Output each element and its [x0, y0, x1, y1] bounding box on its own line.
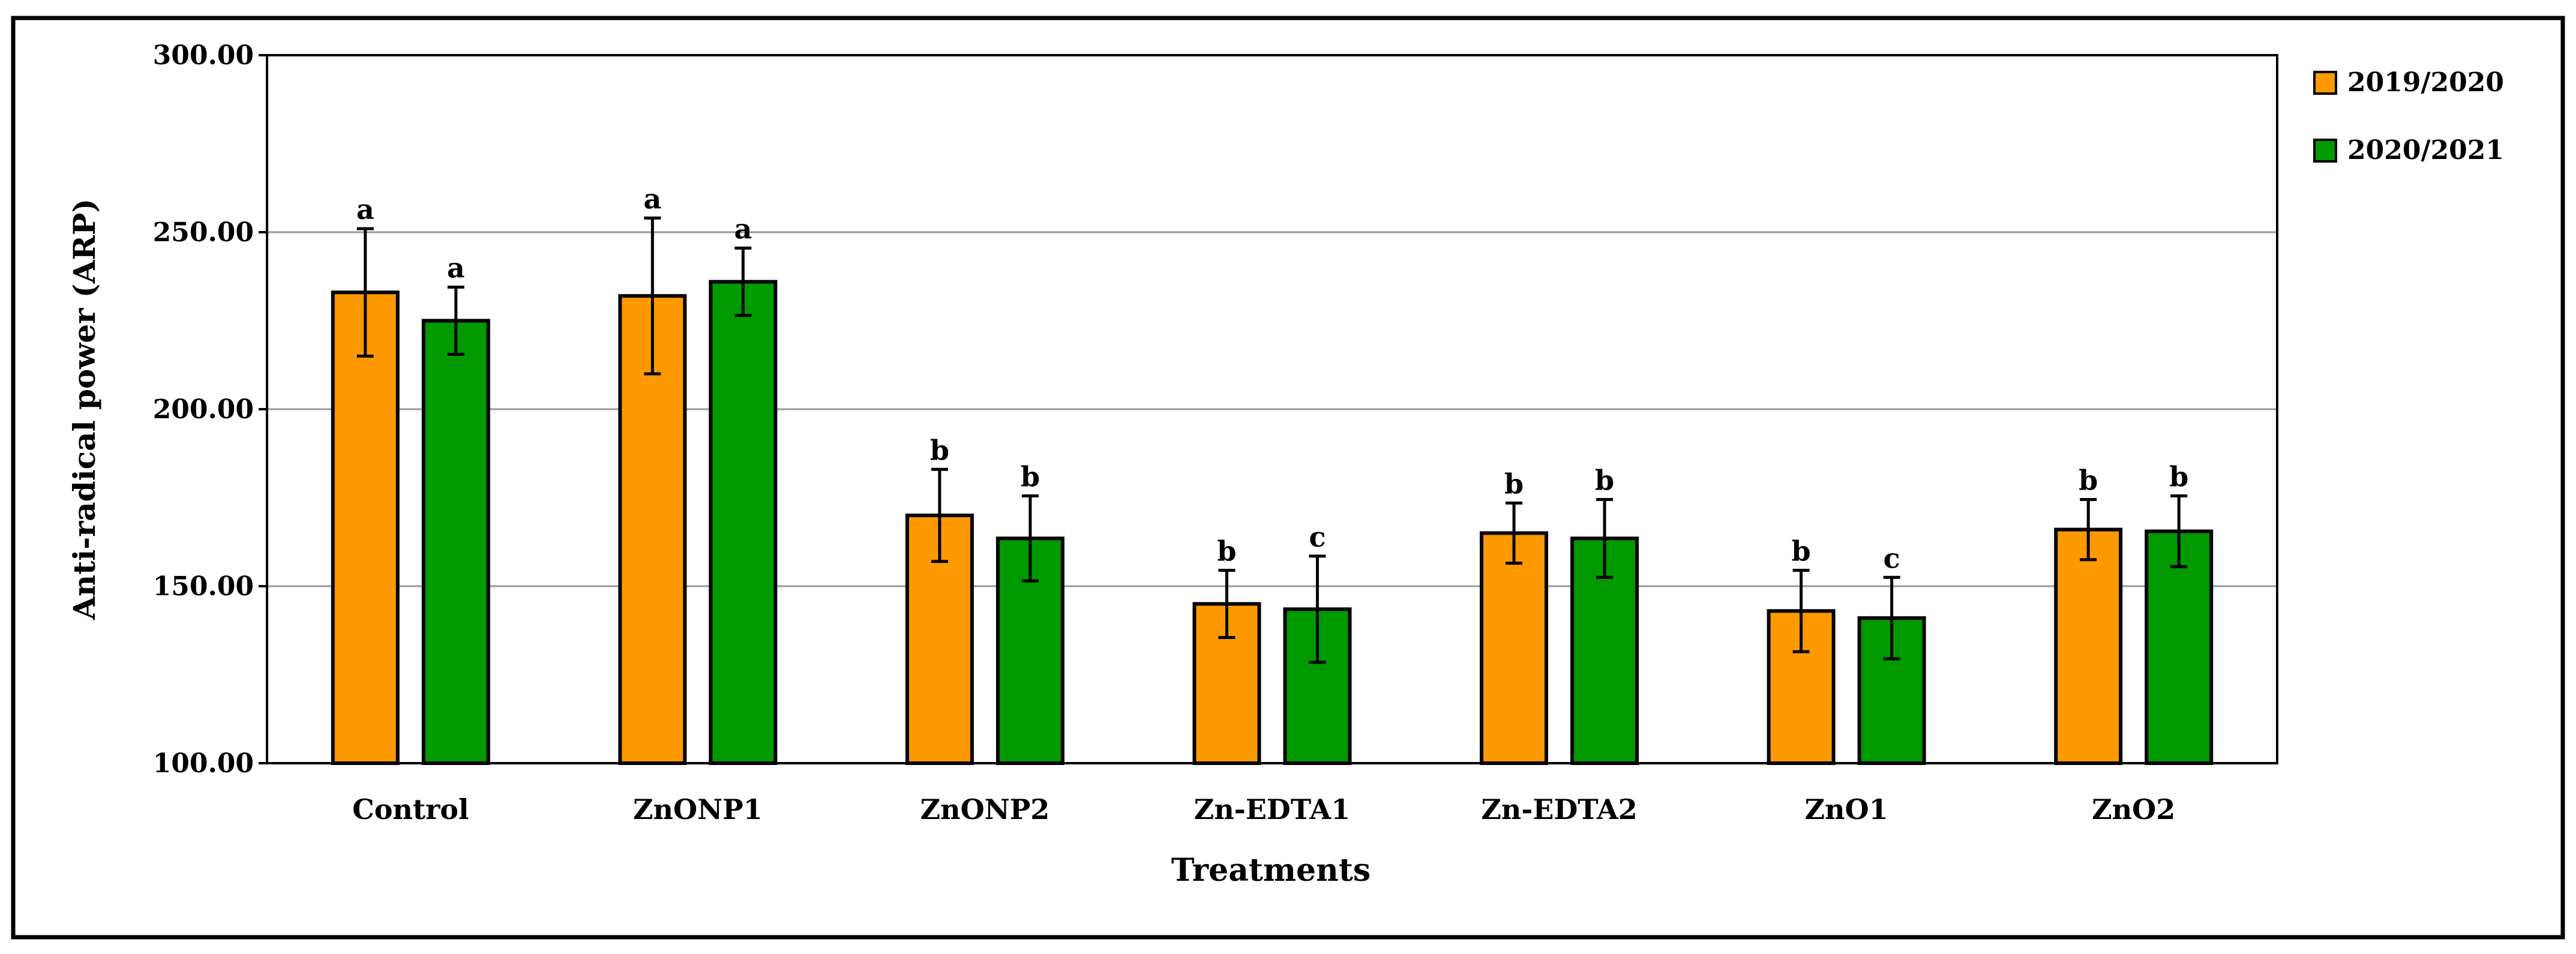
gridlines: [259, 54, 2277, 764]
significance-letter: a: [356, 193, 374, 226]
significance-letter: b: [2079, 464, 2098, 496]
plot-area: [266, 54, 2278, 764]
bars: a a a a b b b c b b b c b b: [331, 182, 2214, 766]
y-tick-label: 100.00: [153, 748, 254, 779]
significance-letter: b: [1021, 461, 1040, 493]
significance-letter: b: [930, 434, 949, 466]
x-category-label: ZnO1: [1805, 793, 1888, 826]
y-axis-ticks: 100.00 150.00 200.00 250.00 300.00: [153, 40, 254, 779]
x-category-label: ZnONP2: [920, 793, 1050, 826]
significance-letter: a: [447, 251, 465, 284]
significance-letter: a: [643, 182, 661, 215]
x-category-label: ZnONP1: [633, 793, 763, 826]
x-axis-categories: Control ZnONP1 ZnONP2 Zn-EDTA1 Zn-EDTA2 ZnO1 Z…: [352, 793, 2175, 826]
bar: [2054, 527, 2123, 765]
bar: [331, 290, 400, 765]
significance-letter: c: [1884, 542, 1900, 574]
x-axis-title: Treatments: [1171, 852, 1371, 889]
x-category-label: Zn-EDTA1: [1194, 793, 1350, 826]
y-tick-label: 250.00: [153, 217, 254, 248]
legend-label-2020-2021: 2020/2021: [2347, 135, 2504, 166]
legend-swatch-2020-2021: [2313, 139, 2337, 163]
bar: [618, 294, 687, 765]
significance-letter: b: [1792, 535, 1811, 567]
legend-swatch-2019-2020: [2313, 71, 2337, 95]
y-tick-label: 300.00: [153, 40, 254, 71]
significance-letter: b: [1595, 464, 1614, 496]
y-tick-label: 150.00: [153, 571, 254, 602]
significance-letter: c: [1309, 521, 1326, 553]
bar: [421, 319, 490, 765]
significance-letter: b: [1217, 535, 1236, 567]
x-category-label: Zn-EDTA2: [1481, 793, 1637, 826]
bar: [1480, 531, 1549, 765]
bar: [709, 280, 778, 766]
y-tick-label: 200.00: [153, 394, 254, 425]
x-category-label: ZnO2: [2092, 793, 2175, 826]
y-axis-title: Anti-radical power (ARP): [67, 199, 102, 620]
legend: 2019/2020 2020/2021: [2313, 67, 2504, 166]
x-category-label: Control: [352, 793, 469, 826]
significance-letter: b: [1504, 467, 1524, 500]
legend-label-2019-2020: 2019/2020: [2347, 67, 2504, 98]
significance-letter: a: [734, 213, 752, 245]
bar: [1857, 616, 1926, 765]
significance-letter: b: [2169, 461, 2188, 493]
